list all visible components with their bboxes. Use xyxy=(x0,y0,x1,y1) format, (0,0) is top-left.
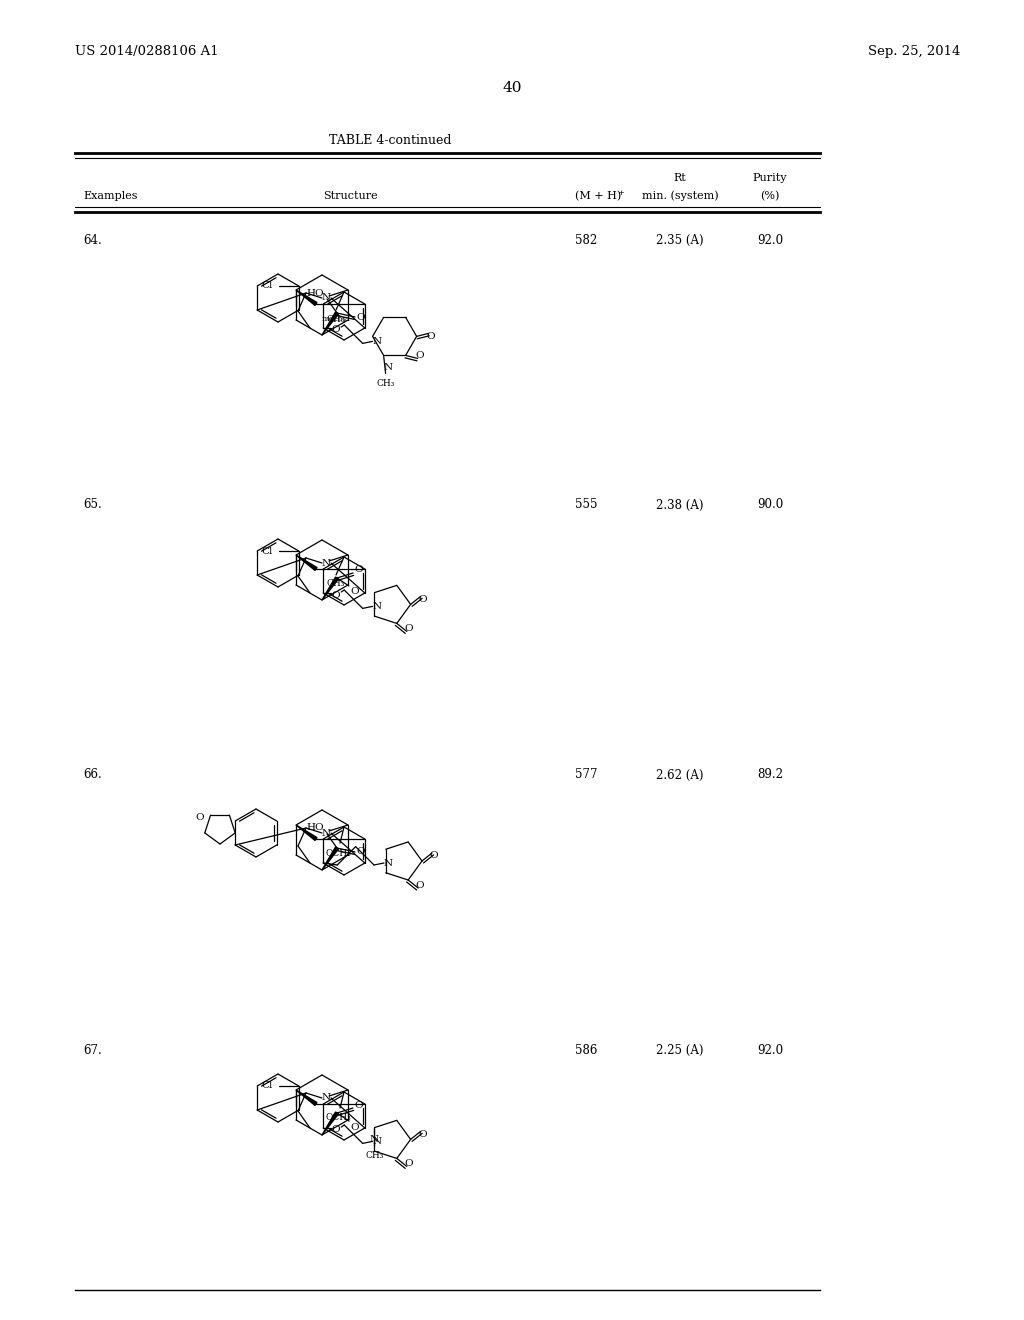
Text: O: O xyxy=(419,1130,427,1139)
Text: Structure: Structure xyxy=(323,191,377,201)
Text: Examples: Examples xyxy=(83,191,137,201)
Text: 66.: 66. xyxy=(83,768,101,781)
Text: N: N xyxy=(372,602,381,611)
Text: 555: 555 xyxy=(575,499,597,511)
Text: OCH₃: OCH₃ xyxy=(326,849,351,858)
Polygon shape xyxy=(322,312,339,335)
Text: Cl: Cl xyxy=(261,1081,272,1090)
Polygon shape xyxy=(322,577,339,601)
Text: 67.: 67. xyxy=(83,1044,101,1056)
Text: O: O xyxy=(354,1101,364,1110)
Text: 64.: 64. xyxy=(83,234,101,247)
Text: Sep. 25, 2014: Sep. 25, 2014 xyxy=(867,45,961,58)
Polygon shape xyxy=(322,847,339,870)
Text: 65.: 65. xyxy=(83,499,101,511)
Text: O: O xyxy=(331,1126,340,1134)
Text: (%): (%) xyxy=(760,191,779,201)
Text: (M + H): (M + H) xyxy=(575,191,622,201)
Text: O: O xyxy=(404,624,413,632)
Text: 89.2: 89.2 xyxy=(757,768,783,781)
Text: 586: 586 xyxy=(575,1044,597,1056)
Text: N: N xyxy=(383,858,392,867)
Text: CH₃: CH₃ xyxy=(366,1151,384,1160)
Text: N: N xyxy=(322,558,331,568)
Text: 577: 577 xyxy=(575,768,597,781)
Text: O: O xyxy=(356,313,366,322)
Text: 92.0: 92.0 xyxy=(757,234,783,247)
Text: N: N xyxy=(370,1135,379,1144)
Text: Cl: Cl xyxy=(261,546,272,556)
Text: N: N xyxy=(383,363,392,372)
Polygon shape xyxy=(296,554,317,570)
Text: O: O xyxy=(331,326,340,334)
Text: O: O xyxy=(350,1122,359,1131)
Text: methyl: methyl xyxy=(322,315,350,323)
Text: O: O xyxy=(356,847,366,857)
Text: N: N xyxy=(322,1093,331,1102)
Text: HO: HO xyxy=(306,289,324,297)
Polygon shape xyxy=(296,1090,317,1105)
Polygon shape xyxy=(322,1111,339,1135)
Text: 90.0: 90.0 xyxy=(757,499,783,511)
Text: O: O xyxy=(430,851,438,861)
Text: Rt: Rt xyxy=(674,173,686,183)
Text: HO: HO xyxy=(306,824,324,833)
Text: 92.0: 92.0 xyxy=(757,1044,783,1056)
Text: O: O xyxy=(416,351,424,360)
Text: O: O xyxy=(426,331,435,341)
Text: O: O xyxy=(331,590,340,599)
Text: OCH₃: OCH₃ xyxy=(326,1114,351,1122)
Text: 2.35 (A): 2.35 (A) xyxy=(656,234,703,247)
Text: N: N xyxy=(322,293,331,302)
Text: US 2014/0288106 A1: US 2014/0288106 A1 xyxy=(75,45,219,58)
Text: 2.38 (A): 2.38 (A) xyxy=(656,499,703,511)
Text: O: O xyxy=(416,880,425,890)
Text: 2.62 (A): 2.62 (A) xyxy=(656,768,703,781)
Text: +: + xyxy=(617,189,624,197)
Text: 40: 40 xyxy=(502,81,522,95)
Text: N: N xyxy=(372,337,381,346)
Text: O: O xyxy=(419,595,427,603)
Text: 2.25 (A): 2.25 (A) xyxy=(656,1044,703,1056)
Text: min. (system): min. (system) xyxy=(642,190,718,201)
Text: Cl: Cl xyxy=(261,281,272,290)
Text: N: N xyxy=(372,1137,381,1146)
Text: CH₃: CH₃ xyxy=(327,314,345,323)
Text: CH₃: CH₃ xyxy=(377,379,395,388)
Text: O: O xyxy=(350,587,359,597)
Polygon shape xyxy=(296,290,317,305)
Text: 582: 582 xyxy=(575,234,597,247)
Text: CH₃: CH₃ xyxy=(327,579,345,589)
Text: N: N xyxy=(322,829,331,837)
Text: O: O xyxy=(404,1159,413,1168)
Text: O: O xyxy=(196,813,205,822)
Text: TABLE 4-continued: TABLE 4-continued xyxy=(329,133,452,147)
Text: O: O xyxy=(354,565,364,574)
Polygon shape xyxy=(296,825,317,841)
Text: Purity: Purity xyxy=(753,173,787,183)
